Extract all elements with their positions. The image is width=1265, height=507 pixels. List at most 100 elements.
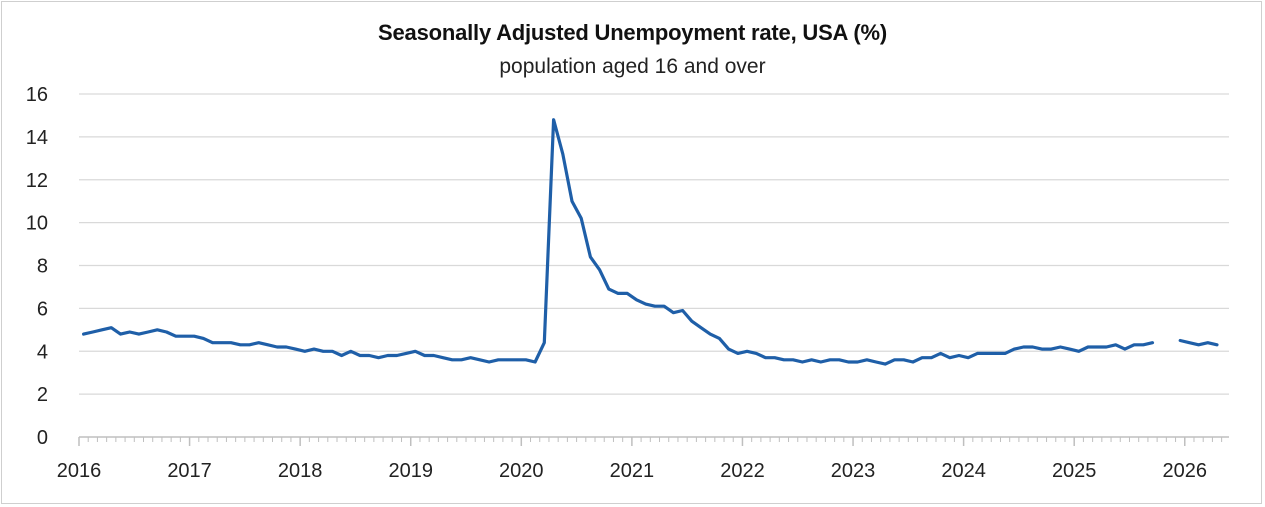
data-point — [469, 356, 472, 359]
data-point — [921, 356, 923, 359]
data-point — [1068, 348, 1071, 350]
data-point — [764, 356, 767, 359]
data-point — [386, 354, 389, 357]
data-point — [737, 352, 739, 355]
data-point — [303, 350, 306, 353]
series-group — [82, 118, 1219, 366]
data-point — [561, 153, 564, 155]
data-point — [543, 341, 546, 344]
data-point — [1087, 346, 1089, 348]
data-point — [902, 359, 905, 361]
data-point — [580, 217, 583, 220]
y-axis-tick-labels: 0 2 4 6 8 10 12 14 16 — [26, 84, 48, 449]
data-point — [893, 359, 896, 361]
data-point — [202, 337, 205, 340]
data-point — [617, 292, 619, 295]
y-tick-label: 14 — [26, 127, 48, 149]
data-point — [1142, 344, 1145, 346]
data-point — [810, 359, 813, 361]
data-point — [819, 361, 822, 363]
data-point — [405, 352, 407, 355]
data-point — [875, 361, 877, 363]
data-point — [985, 352, 988, 355]
y-tick-label: 6 — [37, 298, 48, 320]
data-point — [948, 356, 951, 359]
data-point — [571, 200, 573, 202]
data-point — [313, 348, 315, 350]
data-point — [350, 350, 352, 353]
data-point — [230, 341, 232, 344]
data-point — [92, 331, 94, 333]
data-point — [967, 356, 970, 359]
data-point — [930, 356, 933, 359]
y-tick-label: 4 — [37, 341, 48, 363]
x-tick-label: 2023 — [831, 460, 876, 482]
data-point — [1022, 346, 1025, 348]
data-point — [783, 359, 785, 361]
data-point — [1197, 344, 1200, 346]
data-point — [451, 359, 453, 361]
data-point — [156, 329, 159, 331]
data-point — [82, 333, 85, 335]
data-point — [598, 268, 601, 271]
x-tick-label: 2021 — [610, 460, 655, 482]
data-point — [368, 354, 371, 357]
data-point — [488, 361, 490, 363]
data-point — [221, 341, 223, 344]
data-point — [239, 344, 242, 346]
data-point — [331, 350, 334, 353]
data-point — [608, 288, 610, 290]
data-point — [534, 361, 536, 363]
data-point — [1133, 344, 1135, 346]
x-tick-label: 2018 — [278, 460, 323, 482]
data-point — [856, 361, 859, 363]
data-point — [525, 359, 527, 361]
y-tick-label: 8 — [37, 256, 48, 278]
data-point — [340, 354, 343, 357]
data-point — [396, 354, 398, 357]
series-path — [82, 118, 1219, 366]
y-tick-label: 12 — [26, 170, 48, 192]
data-point — [1004, 352, 1006, 355]
data-point — [1013, 348, 1016, 350]
data-point — [912, 361, 914, 363]
data-point — [690, 320, 693, 323]
data-point — [1114, 344, 1117, 346]
data-point — [423, 354, 426, 357]
data-point — [193, 335, 195, 338]
data-point — [746, 350, 748, 353]
data-point — [939, 352, 942, 355]
data-point — [285, 346, 288, 348]
data-point — [110, 326, 113, 329]
data-point — [626, 292, 629, 295]
x-tick-label: 2016 — [57, 460, 102, 482]
data-point — [515, 359, 518, 361]
data-point — [1041, 348, 1043, 350]
data-point — [479, 359, 481, 361]
data-point — [792, 359, 794, 361]
data-point — [884, 363, 887, 365]
data-point — [644, 303, 647, 305]
series-line — [82, 118, 1219, 366]
data-point — [147, 331, 149, 333]
data-point — [211, 341, 214, 344]
data-point — [1077, 350, 1080, 353]
data-point — [672, 311, 675, 314]
data-point — [829, 359, 831, 361]
chart-subtitle: population aged 16 and over — [499, 55, 766, 78]
y-tick-label: 2 — [37, 384, 48, 406]
x-tick-label: 2025 — [1052, 460, 1097, 482]
x-tick-label: 2024 — [941, 460, 986, 482]
data-point — [709, 333, 712, 335]
data-point — [322, 350, 324, 353]
data-point — [1179, 339, 1181, 342]
data-point — [1096, 346, 1099, 348]
x-tick-label: 2026 — [1163, 460, 1208, 482]
data-point — [995, 352, 997, 355]
data-point — [700, 326, 702, 329]
data-point — [838, 359, 841, 361]
data-point — [663, 305, 665, 308]
data-point — [552, 118, 555, 121]
